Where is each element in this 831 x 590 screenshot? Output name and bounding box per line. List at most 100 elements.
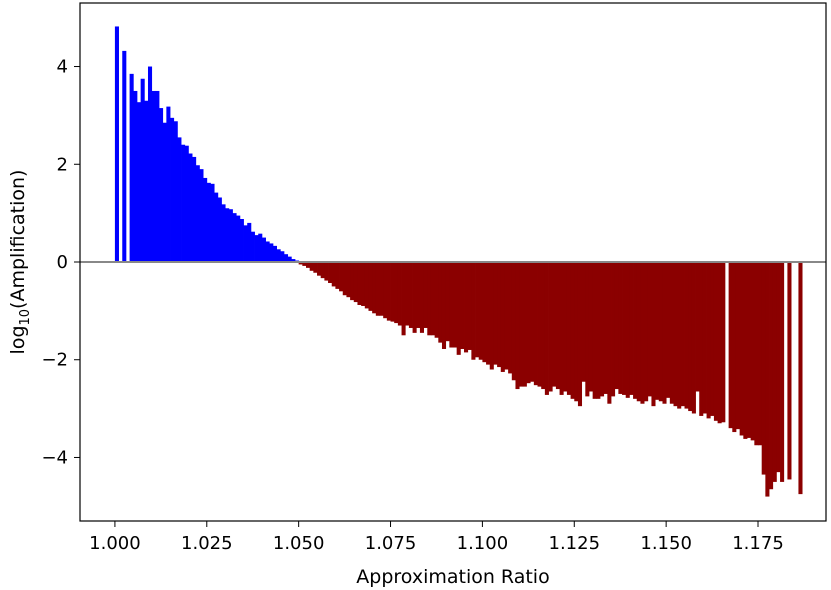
bar-negative	[339, 262, 344, 292]
bar-negative	[328, 262, 333, 284]
bar-negative	[331, 262, 336, 287]
bar-negative	[746, 262, 752, 438]
x-axis-ticks: 1.000 1.025 1.050 1.075 1.100 1.125 1.150 1.175	[89, 521, 784, 554]
bar-negative	[640, 262, 645, 404]
y-axis-label-log: log	[7, 325, 29, 354]
x-tick-label: 1.175	[732, 533, 784, 554]
bar-negative	[618, 262, 623, 394]
bar-negative	[625, 262, 630, 398]
y-tick-label: 2	[57, 154, 68, 175]
bar-negative	[684, 262, 689, 409]
x-tick-label: 1.025	[181, 533, 233, 554]
bar-negative	[456, 262, 461, 355]
x-tick-label: 1.150	[640, 533, 692, 554]
bar-positive	[170, 117, 175, 262]
bar-positive	[280, 251, 285, 262]
bar-negative	[750, 262, 755, 441]
bar-negative	[666, 262, 671, 398]
bar-positive	[261, 237, 266, 262]
bar-negative	[368, 262, 373, 311]
bar-negative	[353, 262, 358, 303]
bar-negative	[611, 262, 616, 397]
x-tick-label: 1.000	[89, 533, 141, 554]
bar-positive	[151, 90, 156, 263]
bar-negative	[691, 262, 696, 414]
bar-negative	[357, 262, 362, 305]
bar-positive	[140, 78, 145, 262]
bar-negative	[390, 262, 395, 322]
bar-negative	[710, 262, 715, 416]
bar-negative	[427, 262, 432, 336]
bar-negative	[306, 262, 311, 268]
bar-negative	[548, 262, 553, 392]
bar-positive	[188, 153, 193, 262]
x-tick-label: 1.100	[457, 533, 509, 554]
bar-negative	[769, 262, 774, 490]
bar-positive	[210, 183, 215, 262]
bar-negative	[526, 262, 531, 384]
y-axis-ticks: −4 −2 0 2 4	[41, 57, 80, 468]
bar-positive	[276, 249, 281, 262]
bar-negative	[588, 262, 594, 392]
bar-negative	[669, 262, 674, 404]
bar-negative	[515, 262, 520, 390]
bar-positive	[203, 177, 208, 262]
bar-negative	[574, 262, 579, 402]
bar-negative	[555, 262, 560, 390]
bar-positive	[287, 256, 292, 262]
bar-negative	[552, 262, 557, 387]
bar-positive	[166, 106, 171, 262]
bar-positive	[133, 90, 138, 263]
bar-positive	[217, 197, 222, 262]
bar-positive	[195, 165, 200, 262]
bar-positive	[228, 209, 233, 262]
bar-negative	[633, 262, 638, 399]
bar-positive	[159, 108, 164, 262]
bar-negative	[530, 262, 535, 382]
bar-negative	[585, 262, 590, 397]
y-axis-label-rest: (Amplification)	[7, 170, 29, 309]
bar-negative	[735, 262, 741, 430]
bar-negative	[644, 262, 649, 402]
bar-negative	[298, 262, 303, 265]
bar-negative	[317, 262, 322, 276]
bar-negative	[699, 262, 704, 416]
bar-negative	[486, 262, 491, 365]
bar-negative	[394, 262, 399, 324]
bar-negative	[563, 262, 568, 392]
bar-negative	[798, 262, 803, 495]
bar-positive	[173, 121, 178, 262]
bar-negative	[713, 262, 718, 421]
bar-negative	[780, 262, 785, 482]
bar-negative	[423, 262, 428, 328]
bar-negative	[478, 262, 483, 360]
bar-negative	[482, 262, 487, 363]
bar-negative	[739, 262, 744, 436]
bar-positive	[155, 90, 160, 263]
y-tick-label: −2	[41, 350, 68, 371]
bar-negative	[680, 262, 685, 407]
bar-positive	[225, 208, 230, 262]
bar-positive	[214, 192, 219, 262]
bar-negative	[383, 262, 388, 319]
bar-negative	[508, 262, 513, 374]
bar-positive	[122, 50, 127, 262]
bar-positive	[129, 73, 134, 262]
bar-positive	[250, 231, 255, 262]
bar-negative	[677, 262, 682, 409]
bar-negative	[636, 262, 641, 402]
bar-negative	[438, 262, 443, 343]
bar-negative	[500, 262, 505, 372]
bar-negative	[302, 262, 307, 266]
bar-negative	[464, 262, 469, 353]
y-tick-label: 4	[57, 57, 68, 78]
bar-positive	[258, 233, 263, 262]
bar-negative	[566, 262, 571, 395]
bar-negative	[401, 262, 406, 336]
bar-negative	[743, 262, 748, 439]
bar-positive	[181, 144, 186, 262]
bar-negative	[372, 262, 377, 314]
bar-negative	[434, 262, 439, 338]
bar-positive	[144, 100, 149, 263]
